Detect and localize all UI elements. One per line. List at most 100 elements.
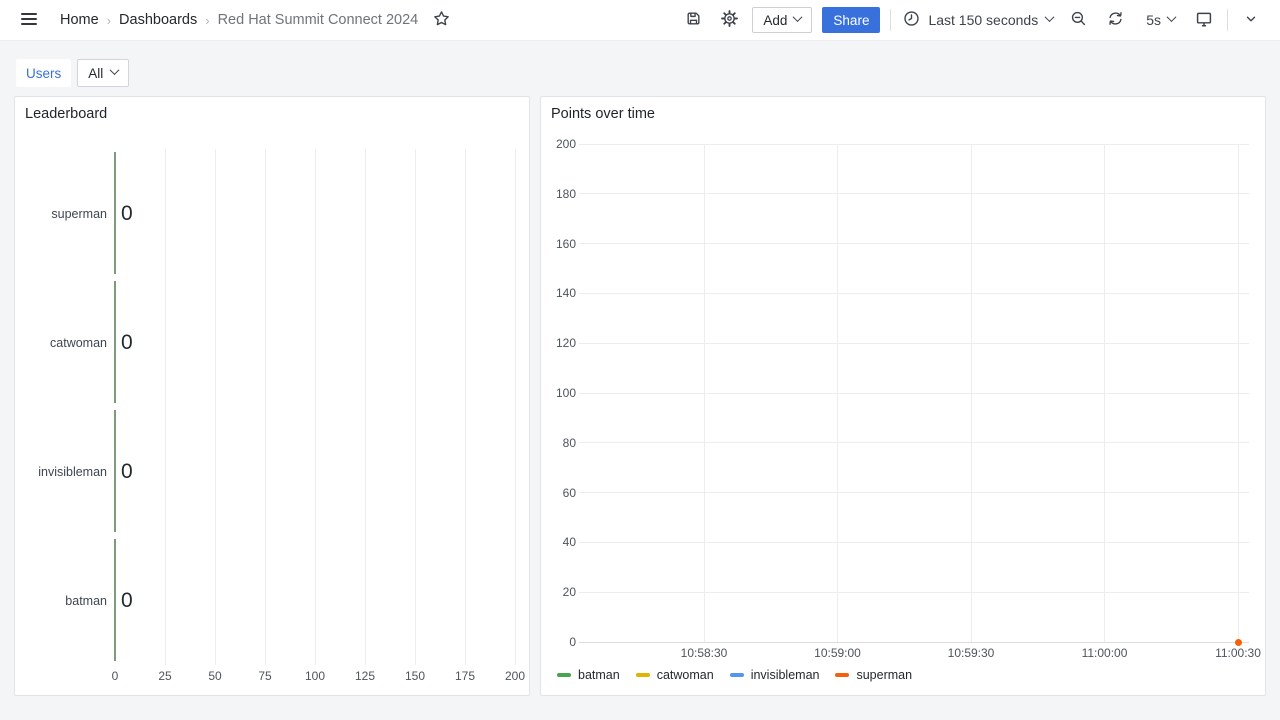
superman-series-color-swatch xyxy=(835,673,850,677)
x-gridline xyxy=(314,149,316,665)
points-over-time-panel[interactable]: Points over time 0 20 40 60 80 100 120 140 160 18… xyxy=(540,96,1266,696)
x-axis-tick-label: 125 xyxy=(354,669,376,683)
x-gridline xyxy=(1237,144,1239,642)
leaderboard-panel[interactable]: Leaderboard 0 25 50 75 100 125 150 175 200 superm… xyxy=(14,96,530,696)
legend-item-superman[interactable]: superman xyxy=(835,668,912,682)
users-variable-label[interactable]: Users xyxy=(16,59,72,87)
chart-legend: batman catwoman invisibleman superman xyxy=(557,668,912,682)
refresh-dashboard-button[interactable] xyxy=(1101,9,1130,31)
favorite-star-button[interactable] xyxy=(428,7,454,33)
top-nav-bar: Home › Dashboards › Red Hat Summit Conne… xyxy=(0,0,1280,41)
leaderboard-bar xyxy=(114,281,116,403)
y-gridline xyxy=(579,292,1249,294)
save-dashboard-button[interactable] xyxy=(680,7,706,33)
breadcrumb-separator-icon: › xyxy=(106,12,112,28)
save-icon xyxy=(685,10,702,30)
legend-item-catwoman[interactable]: catwoman xyxy=(635,668,714,682)
y-gridline xyxy=(579,641,1249,643)
leaderboard-row-label: catwoman xyxy=(50,335,107,350)
legend-label: catwoman xyxy=(656,668,714,682)
legend-item-batman[interactable]: batman xyxy=(557,668,620,682)
x-gridline xyxy=(414,149,416,665)
tv-mode-button[interactable] xyxy=(1191,7,1217,33)
legend-label: batman xyxy=(578,668,620,682)
breadcrumb-home[interactable]: Home xyxy=(60,12,99,28)
x-axis-tick-label: 175 xyxy=(454,669,476,683)
y-gridline xyxy=(579,143,1249,145)
dashboard-grid: Leaderboard 0 25 50 75 100 125 150 175 200 superm… xyxy=(0,96,1280,696)
y-axis-tick-label: 40 xyxy=(562,535,576,550)
points-panel-title[interactable]: Points over time xyxy=(551,106,655,122)
y-axis-tick-label: 80 xyxy=(562,435,576,450)
x-axis-tick-label: 10:58:30 xyxy=(680,646,728,660)
x-axis-tick-label: 25 xyxy=(158,669,172,683)
x-axis-tick-label: 10:59:30 xyxy=(947,646,995,660)
x-axis-tick-label: 0 xyxy=(111,669,119,683)
menu-toggle-button[interactable] xyxy=(16,7,42,33)
x-gridline xyxy=(364,149,366,665)
y-axis-tick-label: 0 xyxy=(569,635,576,649)
x-gridline xyxy=(264,149,266,665)
leaderboard-row-label: invisibleman xyxy=(38,464,107,479)
leaderboard-bar xyxy=(114,410,116,532)
leaderboard-value-label: 0 xyxy=(121,330,133,354)
zoom-out-icon xyxy=(1070,10,1087,30)
y-axis-tick-label: 140 xyxy=(555,286,576,301)
x-gridline xyxy=(164,149,166,665)
x-axis-tick-label: 11:00:30 xyxy=(1215,646,1261,660)
refresh-interval-label: 5s xyxy=(1146,12,1161,28)
x-axis-tick-label: 10:59:00 xyxy=(814,646,861,660)
y-gridline xyxy=(579,193,1249,195)
share-button[interactable]: Share xyxy=(822,7,881,33)
collapse-toolbar-button[interactable] xyxy=(1238,7,1264,33)
legend-item-invisibleman[interactable]: invisibleman xyxy=(729,668,819,682)
gear-icon xyxy=(720,10,738,30)
refresh-icon xyxy=(1107,10,1124,30)
y-gridline xyxy=(579,591,1249,593)
toolbar-divider xyxy=(1227,9,1228,31)
chevron-down-icon xyxy=(1244,12,1258,29)
breadcrumb-current-dashboard: Red Hat Summit Connect 2024 xyxy=(217,12,419,28)
y-gridline xyxy=(579,392,1249,394)
add-panel-button[interactable]: Add xyxy=(752,7,813,33)
y-axis-tick-label: 60 xyxy=(562,485,576,500)
x-axis-tick-label: 75 xyxy=(258,669,272,683)
dashboard-controls-row: Users All xyxy=(0,41,1280,96)
monitor-icon xyxy=(1195,10,1213,31)
refresh-interval-dropdown[interactable]: 5s xyxy=(1140,11,1181,29)
dashboard-settings-button[interactable] xyxy=(716,7,742,33)
y-axis-tick-label: 160 xyxy=(555,236,576,251)
clock-icon xyxy=(903,10,920,30)
legend-label: superman xyxy=(856,668,913,682)
hamburger-icon xyxy=(19,9,39,32)
y-gridline xyxy=(579,541,1249,543)
breadcrumb-dashboards[interactable]: Dashboards xyxy=(119,12,198,28)
y-axis-tick-label: 20 xyxy=(562,585,576,600)
x-axis-tick-label: 50 xyxy=(208,669,222,683)
leaderboard-panel-title[interactable]: Leaderboard xyxy=(25,106,108,122)
add-button-label: Add xyxy=(763,12,788,28)
chevron-down-icon xyxy=(109,65,120,76)
leaderboard-row-label: batman xyxy=(65,593,107,608)
y-gridline xyxy=(579,442,1249,444)
y-axis-tick-label: 200 xyxy=(555,137,576,151)
x-axis-tick-label: 100 xyxy=(304,669,326,683)
zoom-out-time-button[interactable] xyxy=(1065,7,1091,33)
superman-data-point xyxy=(1234,638,1242,646)
leaderboard-value-label: 0 xyxy=(121,201,133,225)
breadcrumb: Home › Dashboards › Red Hat Summit Conne… xyxy=(60,12,418,28)
y-gridline xyxy=(579,492,1249,494)
leaderboard-row-label: superman xyxy=(51,206,107,221)
breadcrumb-separator-icon: › xyxy=(205,12,210,28)
x-axis-tick-label: 200 xyxy=(504,669,526,683)
chevron-down-icon xyxy=(1166,12,1177,23)
time-range-picker[interactable]: Last 150 seconds xyxy=(901,10,1055,30)
leaderboard-value-label: 0 xyxy=(121,459,133,483)
toolbar-divider xyxy=(890,9,892,31)
users-variable-dropdown[interactable]: All xyxy=(77,59,130,87)
x-gridline xyxy=(703,144,705,642)
chevron-down-icon xyxy=(792,12,803,23)
leaderboard-value-label: 0 xyxy=(121,588,133,612)
x-axis-tick-label: 150 xyxy=(404,669,426,683)
time-range-label: Last 150 seconds xyxy=(928,12,1039,28)
